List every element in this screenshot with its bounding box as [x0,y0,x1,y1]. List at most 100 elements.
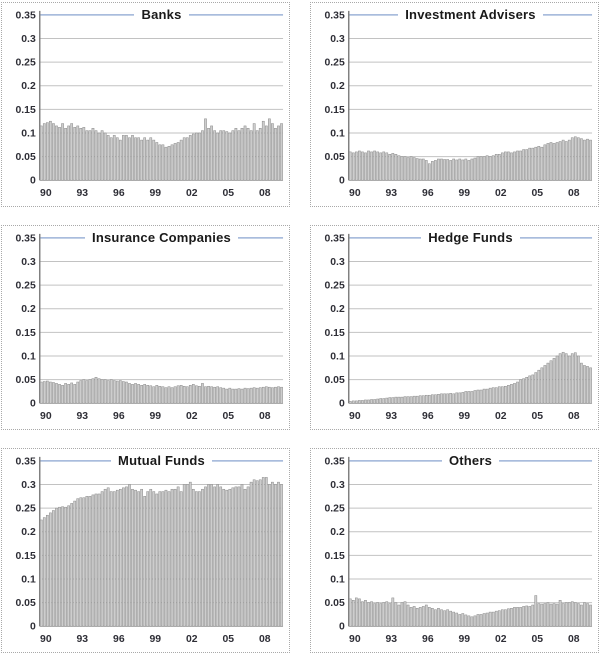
y-tick-label: 0.2 [21,527,36,538]
bar [397,155,401,181]
bar [358,400,361,404]
bar [388,603,392,627]
bar [176,486,180,627]
bar [134,383,137,404]
bar [427,163,431,181]
bar [143,384,147,404]
bar [437,158,440,181]
y-tick-label: 0.25 [15,58,35,69]
y-tick-label: 0.05 [324,152,344,163]
bar [213,486,216,627]
y-tick-label: 0.3 [21,480,36,491]
bar [201,488,204,627]
bar [252,387,256,404]
bar [91,494,95,627]
bar-chart-svg-others: 0 0.05 0.1 0.15 0.2 0.25 0.3 0.35 90 93 96 99 02 05 08 [324,456,593,645]
bar [88,130,92,181]
bar [583,365,586,404]
bar [467,160,471,181]
bar [225,388,229,404]
bar [461,613,465,627]
y-tick-label: 0 [30,399,36,410]
bar [549,142,553,181]
bar [510,152,513,181]
bar [473,157,477,181]
bar [394,396,398,404]
x-tick-label: 02 [186,411,198,422]
y-tick-label: 0.05 [15,598,35,609]
bar [385,601,389,627]
bar [473,390,477,404]
bar [534,372,538,404]
x-tick-label: 08 [259,634,271,645]
bar [103,379,107,404]
bar [173,386,177,404]
y-tick-label: 0.25 [324,281,344,292]
bar [446,159,449,181]
bar [158,385,162,404]
bar [264,125,268,181]
x-tick-label: 96 [113,411,125,422]
bar [561,351,565,404]
x-tick-label: 93 [77,634,89,645]
bar [589,604,592,627]
bar [470,391,474,404]
bar [348,401,352,404]
bar [500,609,504,627]
bar [431,608,434,627]
bar [100,379,104,404]
bar [348,598,352,627]
bar [204,386,207,404]
bar [522,149,525,181]
bar [73,384,77,404]
bar [424,394,428,404]
bar [91,128,95,181]
bar [134,489,137,627]
bar [415,608,419,627]
bar [482,613,486,627]
bar [167,145,171,181]
bar [131,384,134,404]
bar [558,141,562,181]
bar [191,133,195,181]
bar [528,147,532,181]
bar [85,380,89,404]
bar [370,601,373,627]
bar [409,156,413,181]
bar [379,603,383,627]
bar [170,144,174,181]
bar [118,380,122,404]
bar [476,389,480,404]
bar [274,386,277,404]
bar [491,387,495,404]
bar [143,496,147,627]
x-tick-label: 96 [422,634,434,645]
bar [479,389,483,404]
bar [573,352,577,404]
y-tick-label: 0.3 [330,480,345,491]
y-tick-label: 0.25 [324,58,344,69]
bar [403,601,407,627]
bar [100,491,104,627]
bar [437,394,440,404]
bar [555,355,559,404]
bar [497,610,501,627]
bar [115,380,119,404]
bar [431,394,434,404]
bar [485,612,489,627]
bar [461,392,465,404]
bar [467,391,471,404]
bar [400,602,404,627]
y-tick-label: 0.15 [15,328,35,339]
bar [271,123,274,181]
x-tick-label: 08 [568,411,580,422]
chart-panel-banks: 0 0.05 0.1 0.15 0.2 0.25 0.3 0.35 90 93 96 99 02 05 08… [1,2,290,207]
y-tick-label: 0.1 [330,128,345,139]
bar [73,127,77,181]
bar [525,377,528,404]
bar [55,383,58,404]
bar [219,486,223,627]
bar [376,398,379,404]
x-tick-label: 99 [459,188,471,199]
bar [246,486,250,627]
